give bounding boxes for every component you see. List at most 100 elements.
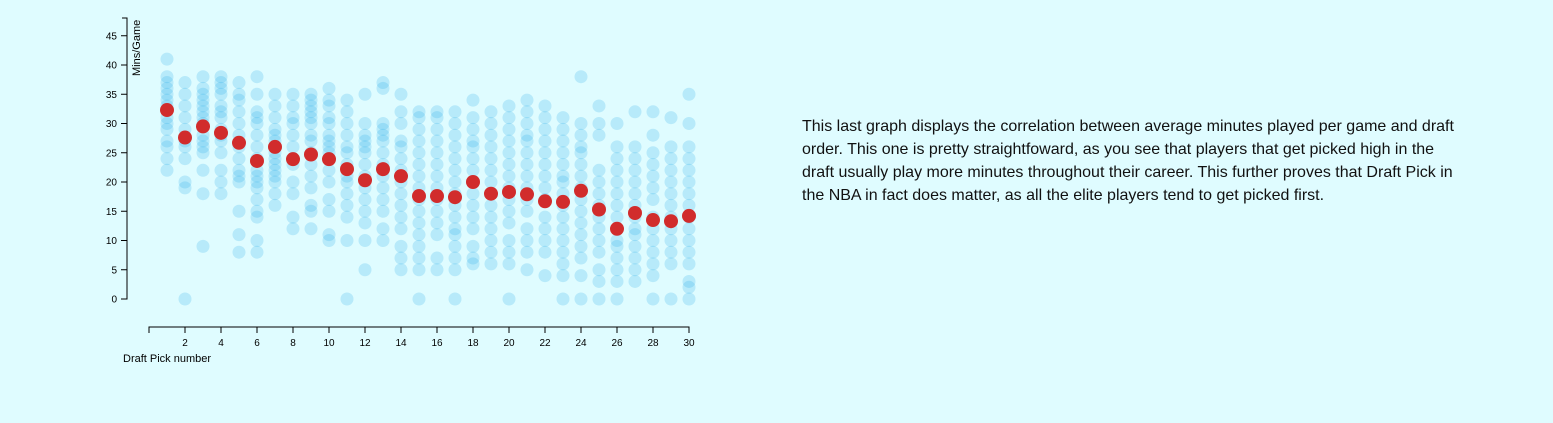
player-point xyxy=(286,140,300,154)
player-point xyxy=(646,157,660,171)
player-point xyxy=(538,111,552,125)
player-point xyxy=(232,117,246,130)
player-point xyxy=(592,117,606,130)
average-point xyxy=(394,169,408,184)
player-point xyxy=(250,169,264,183)
player-point xyxy=(520,204,534,218)
player-point xyxy=(178,152,192,166)
player-point xyxy=(268,111,282,125)
player-point xyxy=(502,245,516,259)
player-point xyxy=(682,274,696,288)
player-point xyxy=(574,239,588,253)
player-point xyxy=(682,187,696,201)
player-point xyxy=(358,140,372,154)
average-point xyxy=(592,202,606,217)
y-axis: 0 5 10 15 20 25 30 35 40 45 xyxy=(106,17,128,306)
player-point xyxy=(286,111,300,125)
player-point xyxy=(574,146,588,160)
player-point xyxy=(196,105,210,119)
player-point xyxy=(520,146,534,160)
player-point xyxy=(538,169,552,183)
player-point xyxy=(520,234,534,247)
player-point xyxy=(160,140,174,154)
player-point xyxy=(394,152,408,166)
player-point xyxy=(268,175,282,189)
player-point xyxy=(502,216,516,230)
player-point xyxy=(358,134,372,148)
player-point xyxy=(232,175,246,189)
player-point xyxy=(484,163,498,177)
player-point xyxy=(430,169,444,183)
player-point xyxy=(196,99,210,113)
player-point xyxy=(466,152,480,166)
player-point xyxy=(268,128,282,142)
player-point xyxy=(286,175,300,189)
player-point xyxy=(574,292,588,306)
player-point xyxy=(538,245,552,259)
player-point xyxy=(268,198,282,212)
player-point xyxy=(664,245,678,259)
x-tick-label: 14 xyxy=(395,338,407,349)
y-axis-line xyxy=(122,17,128,300)
player-point xyxy=(304,111,318,125)
player-point xyxy=(376,128,390,142)
player-point xyxy=(556,175,570,189)
player-point xyxy=(502,234,516,247)
player-point xyxy=(448,210,462,224)
player-point xyxy=(340,146,354,160)
player-point xyxy=(232,76,246,90)
x-axis-line xyxy=(148,326,690,333)
player-point xyxy=(592,187,606,201)
x-tick-label: 28 xyxy=(647,338,659,349)
player-point xyxy=(358,117,372,130)
player-point xyxy=(250,140,264,154)
player-point xyxy=(358,263,372,277)
player-point xyxy=(484,128,498,142)
player-point xyxy=(196,81,210,95)
average-point xyxy=(502,184,516,199)
player-point xyxy=(196,87,210,101)
player-point xyxy=(574,204,588,218)
player-point xyxy=(178,181,192,195)
player-point xyxy=(484,245,498,259)
player-point xyxy=(214,99,228,113)
player-point xyxy=(574,269,588,283)
player-point xyxy=(196,163,210,177)
player-point xyxy=(376,204,390,218)
average-point xyxy=(232,135,246,150)
player-point xyxy=(484,152,498,166)
player-point xyxy=(556,134,570,148)
player-point xyxy=(268,87,282,101)
player-point xyxy=(412,216,426,230)
average-point xyxy=(646,213,660,228)
player-point xyxy=(628,152,642,166)
player-point xyxy=(412,105,426,119)
player-point xyxy=(520,169,534,183)
player-point xyxy=(484,222,498,236)
player-point xyxy=(682,175,696,189)
average-point xyxy=(286,152,300,167)
player-point xyxy=(646,234,660,247)
player-point xyxy=(646,169,660,183)
player-point xyxy=(610,198,624,212)
player-point xyxy=(268,169,282,183)
player-point xyxy=(412,228,426,242)
player-point xyxy=(484,140,498,154)
player-point xyxy=(394,105,408,119)
player-point xyxy=(322,81,336,95)
player-point xyxy=(394,210,408,224)
player-point xyxy=(358,128,372,142)
player-point xyxy=(214,175,228,189)
player-point xyxy=(682,292,696,306)
player-point xyxy=(412,251,426,265)
player-point xyxy=(664,111,678,125)
player-point xyxy=(412,157,426,171)
y-tick-label: 0 xyxy=(111,295,117,306)
player-point xyxy=(466,198,480,212)
average-point xyxy=(322,152,336,167)
player-point xyxy=(628,105,642,119)
y-axis-title: Mins/Game xyxy=(131,20,143,76)
player-point xyxy=(574,169,588,183)
player-point xyxy=(268,122,282,136)
player-point xyxy=(250,204,264,218)
